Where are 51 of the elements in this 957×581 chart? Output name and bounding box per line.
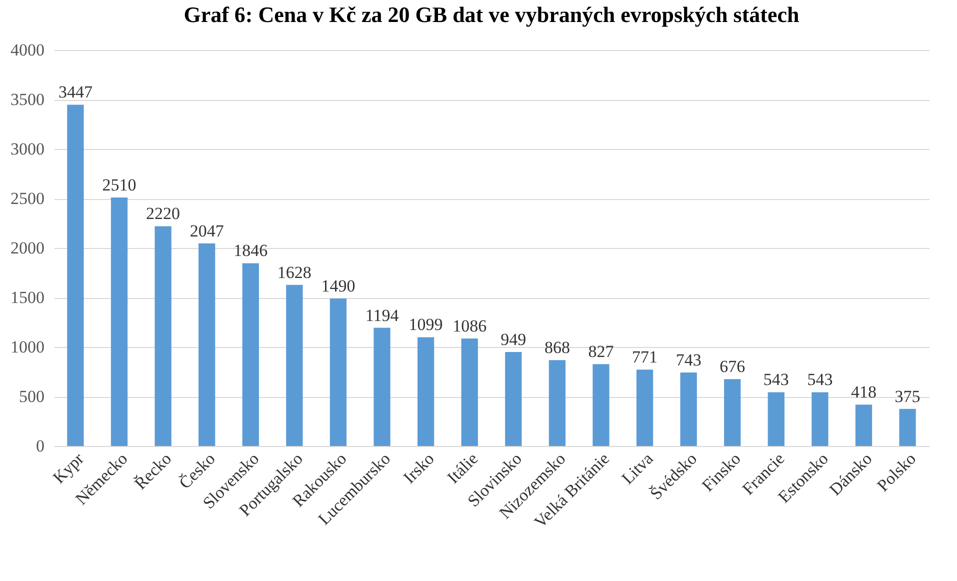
data-label: 2220	[146, 204, 180, 224]
data-label: 3447	[58, 82, 93, 102]
data-label: 1086	[452, 316, 487, 336]
data-label: 1846	[234, 241, 268, 260]
chart-title: Graf 6: Cena v Kč za 20 GB dat ve vybraných evropských státech	[184, 2, 800, 27]
data-label: 418	[850, 382, 876, 402]
y-tick-label: 4000	[10, 40, 44, 60]
data-label: 543	[807, 370, 833, 390]
bar	[812, 392, 828, 446]
bar	[724, 379, 741, 446]
data-label: 1628	[277, 262, 312, 282]
bar	[110, 198, 128, 446]
bar	[198, 243, 216, 446]
y-tick-label: 3000	[10, 140, 44, 158]
bar	[461, 338, 478, 446]
data-label: 2047	[190, 221, 224, 240]
bar	[330, 298, 347, 446]
x-tick-label: Irsko	[400, 449, 438, 488]
bar	[417, 337, 434, 446]
y-tick-label: 1000	[10, 338, 44, 356]
y-tick-label: 0	[36, 436, 44, 456]
bar	[242, 263, 259, 446]
bar	[286, 284, 303, 446]
bar	[505, 352, 522, 446]
data-label: 827	[588, 342, 614, 362]
bar	[899, 408, 916, 446]
bar	[592, 364, 610, 446]
bar	[374, 328, 390, 446]
bar	[154, 226, 172, 446]
y-tick-label: 2000	[10, 238, 44, 258]
bar	[67, 104, 84, 446]
y-tick-label: 3500	[10, 90, 44, 109]
data-label: 868	[544, 338, 570, 358]
data-label: 1099	[408, 315, 443, 334]
bar	[768, 392, 784, 446]
bar	[680, 372, 697, 446]
data-label: 771	[632, 348, 658, 367]
data-label: 676	[720, 357, 746, 376]
y-tick-label: 500	[19, 387, 44, 406]
bar	[855, 404, 872, 446]
data-label: 375	[894, 386, 920, 406]
data-label: 949	[500, 330, 526, 350]
data-label: 2510	[102, 176, 136, 195]
data-label: 743	[676, 350, 702, 370]
data-label: 543	[763, 370, 789, 390]
bar	[548, 360, 566, 446]
y-tick-label: 2500	[10, 189, 44, 208]
y-tick-label: 1500	[10, 288, 44, 307]
data-label: 1194	[365, 306, 400, 325]
bar	[636, 370, 654, 446]
data-label: 1490	[321, 276, 356, 296]
